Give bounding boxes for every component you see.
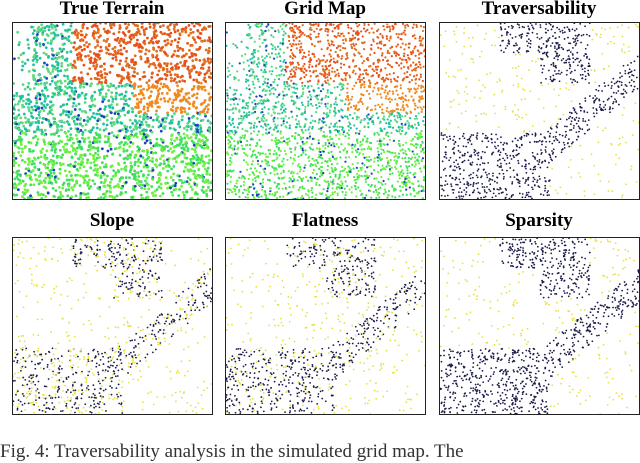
traversability-image bbox=[439, 22, 640, 200]
panel-title-sparsity: Sparsity bbox=[505, 210, 573, 231]
grid-map-image bbox=[225, 22, 426, 200]
figure-caption: Fig. 4: Traversability analysis in the s… bbox=[0, 441, 464, 462]
flatness-image bbox=[225, 237, 426, 415]
panel-title-slope: Slope bbox=[89, 210, 135, 231]
true-terrain-image bbox=[12, 22, 213, 200]
sparsity-image bbox=[439, 237, 640, 415]
panel-title-traversability: Traversability bbox=[481, 0, 597, 19]
panel-title-grid-map: Grid Map bbox=[284, 0, 366, 19]
panel-title-true-terrain: True Terrain bbox=[59, 0, 165, 19]
panel-title-flatness: Flatness bbox=[291, 210, 359, 231]
slope-image bbox=[12, 237, 213, 415]
